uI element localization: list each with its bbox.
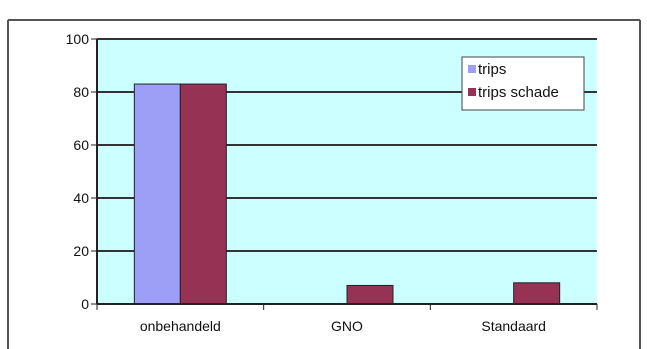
legend-swatch-trips-schade bbox=[468, 88, 476, 96]
y-axis-ticks: 0 20 40 60 80 100 bbox=[66, 31, 97, 312]
legend: trips trips schade bbox=[461, 56, 585, 111]
legend-swatch-trips bbox=[468, 65, 476, 73]
y-tick-label-40: 40 bbox=[73, 190, 89, 206]
bar-onbehandeld-trips-schade bbox=[179, 83, 227, 305]
axes bbox=[96, 39, 598, 310]
x-tick-label-standaard: Standaard bbox=[481, 318, 546, 334]
x-axis-labels: onbehandeld GNO Standaard bbox=[140, 318, 546, 334]
x-tick-label-gno: GNO bbox=[331, 318, 363, 334]
y-tick-label-60: 60 bbox=[73, 137, 89, 153]
legend-label-trips-schade: trips schade bbox=[478, 84, 559, 101]
y-tick-label-0: 0 bbox=[81, 296, 89, 312]
bars bbox=[133, 83, 561, 305]
legend-label-trips: trips bbox=[478, 61, 506, 78]
x-tick-label-onbehandeld: onbehandeld bbox=[140, 318, 221, 334]
bar-standaard-trips-schade bbox=[513, 282, 561, 305]
y-tick-label-20: 20 bbox=[73, 243, 89, 259]
y-tick-label-100: 100 bbox=[66, 31, 90, 47]
legend-box bbox=[461, 56, 585, 111]
y-tick-label-80: 80 bbox=[73, 84, 89, 100]
bar-onbehandeld-trips bbox=[133, 83, 181, 305]
bar-gno-trips-schade bbox=[346, 284, 394, 305]
